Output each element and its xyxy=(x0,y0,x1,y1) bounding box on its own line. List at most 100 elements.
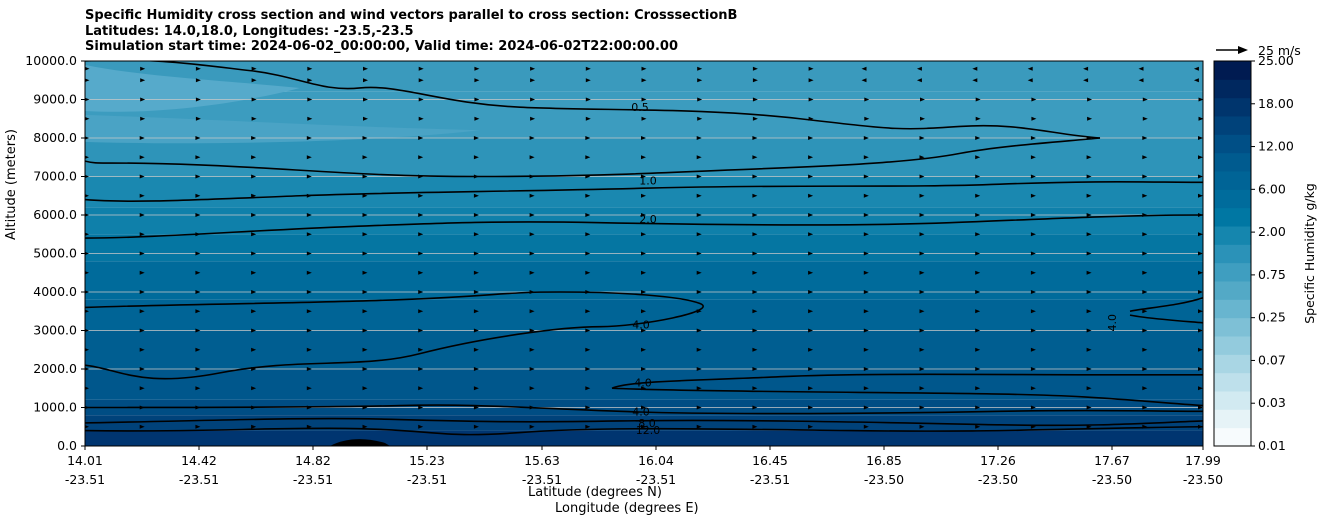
wind-vector xyxy=(919,251,925,256)
wind-vector xyxy=(641,193,646,198)
wind-vector xyxy=(752,136,758,140)
wind-vector xyxy=(139,232,145,237)
wind-vector xyxy=(1142,328,1148,333)
wind-vector xyxy=(473,367,479,371)
contour-label: 2.0 xyxy=(639,213,657,226)
wind-vector xyxy=(85,97,90,102)
wind-vector xyxy=(808,405,814,410)
x-tick-label-lat: 14.01 xyxy=(67,453,103,468)
x-tick-label-lon: -23.51 xyxy=(179,472,219,487)
wind-vector xyxy=(473,136,479,140)
colorbar-segment xyxy=(1214,354,1251,374)
quiver-key-arrow-head xyxy=(1238,46,1248,54)
contour-label: 4.0 xyxy=(634,376,652,389)
wind-vector xyxy=(473,232,479,237)
wind-vector xyxy=(195,78,201,83)
wind-vector xyxy=(195,174,201,179)
wind-vector xyxy=(972,78,978,83)
wind-vector xyxy=(975,405,981,410)
wind-vector xyxy=(1142,136,1148,140)
wind-vector xyxy=(85,251,89,256)
wind-vector xyxy=(696,270,702,275)
colorbar-segment xyxy=(1214,262,1251,282)
wind-vector xyxy=(1030,270,1036,275)
wind-vector xyxy=(529,232,535,237)
wind-vector xyxy=(863,155,869,160)
wind-vector xyxy=(1086,367,1092,371)
wind-vector xyxy=(139,270,145,275)
wind-vector xyxy=(473,424,479,429)
x-tick-label-lat: 17.99 xyxy=(1185,453,1221,468)
x-tick-label-lat: 14.82 xyxy=(295,453,331,468)
wind-vector xyxy=(863,213,869,217)
wind-vector xyxy=(473,386,479,391)
wind-vector xyxy=(85,116,90,121)
contour-line-0 xyxy=(85,61,1101,139)
wind-vector xyxy=(697,116,703,121)
wind-vector xyxy=(418,213,424,217)
wind-vector xyxy=(1198,136,1203,140)
wind-vector xyxy=(1086,213,1092,217)
wind-vector xyxy=(418,290,424,294)
wind-vector xyxy=(696,136,702,140)
wind-vector xyxy=(529,155,535,160)
wind-vector xyxy=(529,193,535,198)
wind-vector xyxy=(919,386,925,391)
y-axis-label: Altitude (meters) xyxy=(4,129,19,240)
humidity-patch-mid xyxy=(85,114,480,144)
wind-vector xyxy=(529,367,535,371)
wind-vector xyxy=(641,213,646,217)
wind-vector xyxy=(195,193,201,198)
wind-vector xyxy=(474,66,480,71)
contour-line-2 xyxy=(85,180,1203,202)
wind-vector xyxy=(529,328,535,333)
wind-vector xyxy=(641,251,646,256)
wind-vector xyxy=(1142,386,1148,391)
wind-vector xyxy=(1030,136,1036,140)
wind-vector xyxy=(919,155,925,160)
wind-vector xyxy=(529,213,535,217)
wind-vector xyxy=(195,290,201,294)
colorbar-tick-label: 12.00 xyxy=(1258,139,1294,154)
wind-vector xyxy=(251,78,257,83)
wind-vector xyxy=(1198,309,1203,314)
wind-vector xyxy=(363,97,368,102)
contour-line-8 xyxy=(85,417,1203,427)
wind-vector xyxy=(1027,66,1033,71)
wind-vector xyxy=(1086,290,1092,294)
wind-vector xyxy=(808,424,814,429)
wind-vector xyxy=(1031,97,1037,102)
y-tick-label: 5000.0 xyxy=(33,246,77,261)
wind-vector xyxy=(696,193,702,198)
wind-vector xyxy=(418,367,424,371)
wind-vector xyxy=(975,97,981,102)
wind-vector xyxy=(752,155,758,160)
colorbar-segment xyxy=(1214,391,1251,410)
wind-vector xyxy=(919,328,925,333)
wind-vector xyxy=(752,347,758,352)
wind-vector xyxy=(585,251,591,256)
wind-vector xyxy=(85,194,89,198)
wind-vector xyxy=(473,347,479,352)
wind-vector xyxy=(1086,251,1092,256)
wind-vector xyxy=(752,328,758,333)
wind-vector xyxy=(1142,97,1148,102)
wind-vector xyxy=(1086,328,1092,333)
wind-vector xyxy=(195,136,201,140)
wind-vector xyxy=(696,174,702,179)
colorbar-tick-label: 0.07 xyxy=(1258,352,1286,367)
x-tick-label-lat: 15.63 xyxy=(524,453,560,468)
wind-vector xyxy=(529,251,535,256)
wind-vector xyxy=(195,116,201,121)
wind-vector xyxy=(307,78,313,83)
wind-vector xyxy=(863,232,869,237)
wind-vector xyxy=(251,309,257,314)
colorbar-segment xyxy=(1214,226,1251,245)
wind-vector xyxy=(195,424,201,429)
colorbar-tick-label: 0.25 xyxy=(1258,310,1286,325)
wind-vector xyxy=(863,405,869,410)
contour-line-10 xyxy=(1129,314,1203,324)
wind-vector xyxy=(1031,116,1037,121)
contour-label: 1.0 xyxy=(639,174,657,187)
wind-vector xyxy=(418,97,424,102)
